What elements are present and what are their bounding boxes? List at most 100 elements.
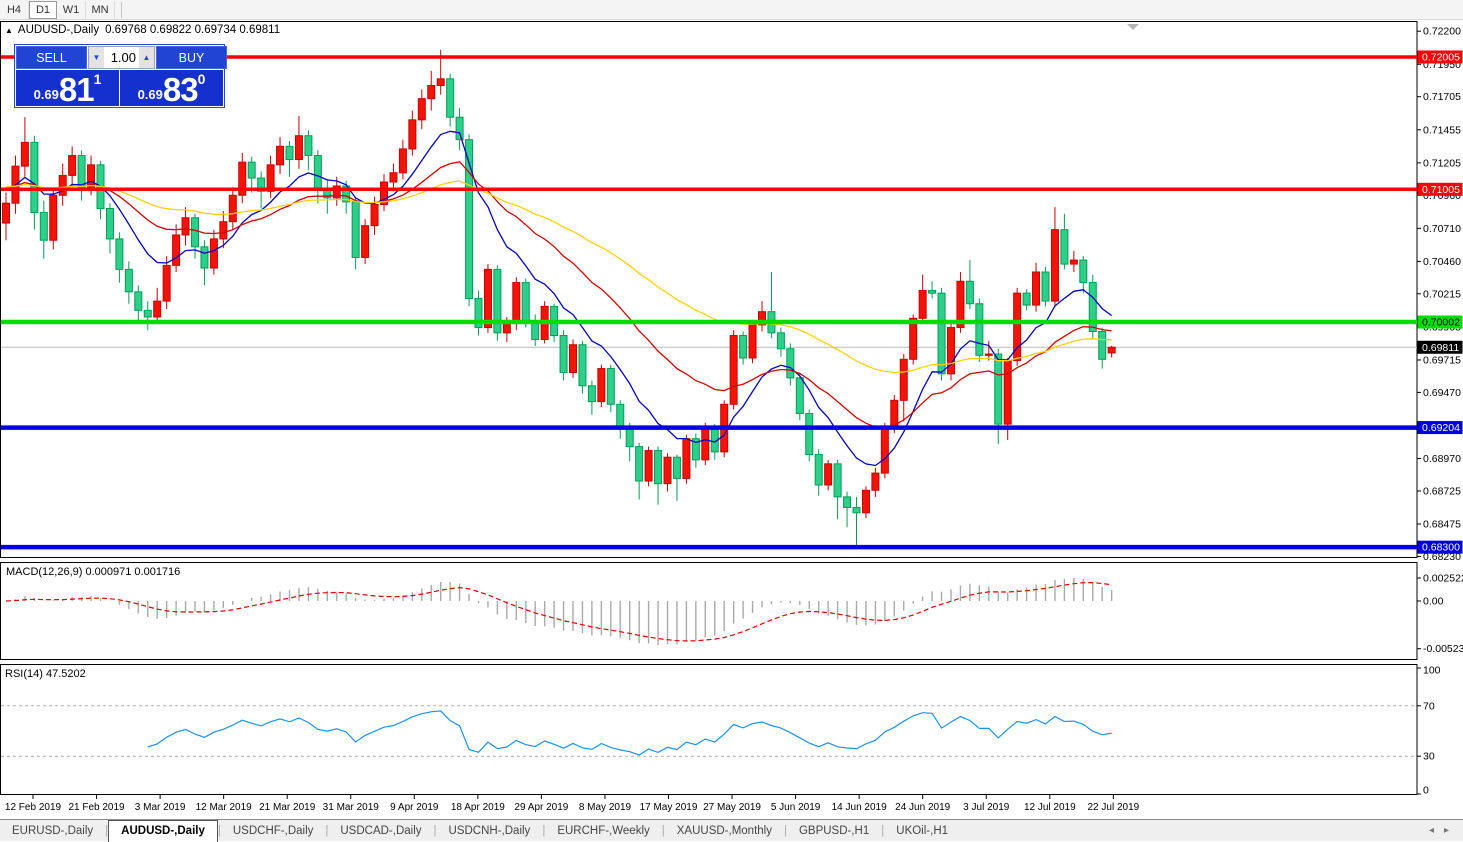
symbol-tab-bar: EURUSD-,Daily | AUDUSD-,Daily | USDCHF-,Dail… <box>0 819 1463 842</box>
svg-text:0.69470: 0.69470 <box>1423 387 1461 399</box>
tab-separator: | <box>433 824 437 837</box>
volume-input[interactable] <box>104 47 139 68</box>
macd-signal-line <box>5 581 1112 642</box>
tab-separator: | <box>783 824 787 837</box>
volume-increase-button[interactable]: ▲ <box>139 47 154 68</box>
tab-scroll-left-button[interactable]: ◂ <box>1428 825 1434 836</box>
price-axis-labels: 0.722000.719500.717050.714550.712050.709… <box>1417 26 1461 563</box>
date-axis: 12 Feb 2019 21 Feb 2019 3 Mar 2019 12 Mar 2… <box>5 795 1140 813</box>
svg-text:0: 0 <box>1423 785 1429 797</box>
svg-text:0.70215: 0.70215 <box>1423 288 1461 300</box>
rsi-guide-lines <box>1 705 1417 757</box>
timeframe-button-h4[interactable]: H4 <box>0 0 29 19</box>
sell-price-display[interactable]: 0.69 81 1 <box>16 70 119 106</box>
tab-usdchf-daily[interactable]: USDCHF-,Daily <box>232 824 314 837</box>
buy-price-main: 83 <box>162 71 199 108</box>
svg-text:0.72005: 0.72005 <box>1422 52 1460 64</box>
macd-axis-labels: 0.002522 0.00 -0.005234 <box>1417 572 1463 655</box>
tab-separator: | <box>661 824 665 837</box>
svg-text:0.70710: 0.70710 <box>1423 223 1461 235</box>
svg-text:12 Feb 2019: 12 Feb 2019 <box>5 802 62 813</box>
svg-text:0.69715: 0.69715 <box>1423 354 1461 366</box>
svg-text:0.71205: 0.71205 <box>1423 157 1461 169</box>
tab-eurchf-weekly[interactable]: EURCHF-,Weekly <box>557 824 650 837</box>
tab-xauusd-monthly[interactable]: XAUUSD-,Monthly <box>676 824 772 837</box>
svg-text:9 Apr 2019: 9 Apr 2019 <box>390 802 439 813</box>
svg-text:12 Jul 2019: 12 Jul 2019 <box>1024 802 1076 813</box>
tab-scroll-right-button[interactable]: ▸ <box>1443 825 1449 836</box>
svg-text:0.68475: 0.68475 <box>1423 519 1461 531</box>
timeframe-button-d1[interactable]: D1 <box>29 0 57 19</box>
svg-text:8 May 2019: 8 May 2019 <box>579 802 632 813</box>
sell-price-prefix: 0.69 <box>33 87 59 102</box>
chart-panes <box>0 21 1418 795</box>
buy-price-display[interactable]: 0.69 83 0 <box>120 70 223 106</box>
candlestick-series <box>2 49 1116 548</box>
timeframe-button-w1[interactable]: W1 <box>57 0 86 19</box>
svg-text:0.68725: 0.68725 <box>1423 485 1461 497</box>
svg-text:17 May 2019: 17 May 2019 <box>640 802 698 813</box>
tab-ukoil-h1[interactable]: UKOil-,H1 <box>896 824 949 837</box>
svg-text:0.68230: 0.68230 <box>1423 551 1461 563</box>
svg-text:30: 30 <box>1423 751 1435 763</box>
ma-mid-line <box>5 161 1112 428</box>
svg-text:3 Mar 2019: 3 Mar 2019 <box>135 802 186 813</box>
tab-eurusd-daily[interactable]: EURUSD-,Daily <box>12 824 94 837</box>
ma-fast-line <box>5 130 1113 467</box>
chart-canvas[interactable]: 0.722000.719500.717050.714550.712050.709… <box>0 20 1463 819</box>
svg-text:31 Mar 2019: 31 Mar 2019 <box>323 802 380 813</box>
svg-text:-0.005234: -0.005234 <box>1423 643 1463 655</box>
sell-button[interactable]: SELL <box>16 46 87 69</box>
tab-separator: | <box>325 824 329 837</box>
chart-title: ▲ AUDUSD-,Daily 0.69768 0.69822 0.69734 … <box>5 24 280 36</box>
tab-separator: | <box>217 824 221 837</box>
svg-text:0.69204: 0.69204 <box>1422 422 1460 434</box>
tab-usdcad-daily[interactable]: USDCAD-,Daily <box>340 824 422 837</box>
svg-text:70: 70 <box>1423 700 1435 712</box>
buy-price-pip: 0 <box>197 71 206 87</box>
tab-separator: | <box>105 824 109 837</box>
sell-price-main: 81 <box>58 71 95 108</box>
rsi-line <box>147 710 1112 756</box>
volume-decrease-button[interactable]: ▼ <box>89 47 104 68</box>
support-resistance-lines[interactable] <box>1 55 1417 550</box>
svg-text:12 Mar 2019: 12 Mar 2019 <box>196 802 253 813</box>
svg-text:18 Apr 2019: 18 Apr 2019 <box>451 802 505 813</box>
svg-text:0.71705: 0.71705 <box>1423 91 1461 103</box>
svg-text:29 Apr 2019: 29 Apr 2019 <box>514 802 568 813</box>
tab-gbpusd-h1[interactable]: GBPUSD-,H1 <box>798 824 870 837</box>
symbol-label: AUDUSD-,Daily <box>17 24 100 36</box>
svg-text:0.70460: 0.70460 <box>1423 256 1461 268</box>
price-axis-badges: 0.72005 0.71005 0.70002 0.69204 0.68300 0.698… <box>1417 50 1463 554</box>
rsi-label: RSI(14) 47.5202 <box>5 668 86 680</box>
timeframe-toolbar: H4 D1 W1 MN <box>0 0 1463 20</box>
collapse-triangle-icon[interactable]: ▲ <box>5 25 13 35</box>
svg-text:22 Jul 2019: 22 Jul 2019 <box>1087 802 1139 813</box>
ohlc-values: 0.69768 0.69822 0.69734 0.69811 <box>105 24 281 36</box>
tab-scroll-buttons: ◂ ▸ <box>1429 825 1463 836</box>
chart-shift-triangle-icon[interactable] <box>1127 24 1139 30</box>
buy-price-prefix: 0.69 <box>137 87 163 102</box>
buy-button[interactable]: BUY <box>156 46 227 69</box>
svg-text:0.70002: 0.70002 <box>1422 316 1460 328</box>
svg-text:24 Jun 2019: 24 Jun 2019 <box>895 802 950 813</box>
svg-text:3 Jul 2019: 3 Jul 2019 <box>963 802 1010 813</box>
svg-text:0.00: 0.00 <box>1423 596 1444 608</box>
toolbar-separator <box>121 1 122 18</box>
one-click-trading-panel: SELL ▼ ▲ BUY 0.69 81 1 0.69 83 0 <box>14 44 227 108</box>
tab-audusd-daily[interactable]: AUDUSD-,Daily <box>108 819 218 842</box>
svg-text:5 Jun 2019: 5 Jun 2019 <box>771 802 821 813</box>
svg-text:0.68970: 0.68970 <box>1423 453 1461 465</box>
tab-usdcnh-daily[interactable]: USDCNH-,Daily <box>448 824 531 837</box>
svg-text:21 Mar 2019: 21 Mar 2019 <box>259 802 316 813</box>
timeframe-button-mn[interactable]: MN <box>86 0 115 19</box>
svg-text:0.68300: 0.68300 <box>1422 542 1460 554</box>
svg-text:0.72200: 0.72200 <box>1423 26 1461 38</box>
macd-histogram <box>14 577 1113 646</box>
svg-text:27 May 2019: 27 May 2019 <box>703 802 761 813</box>
svg-text:0.002522: 0.002522 <box>1423 572 1463 584</box>
rsi-axis-labels: 100 70 30 0 <box>1417 665 1441 797</box>
svg-text:0.71455: 0.71455 <box>1423 124 1461 136</box>
svg-text:100: 100 <box>1423 665 1441 677</box>
svg-text:0.71005: 0.71005 <box>1422 184 1460 196</box>
